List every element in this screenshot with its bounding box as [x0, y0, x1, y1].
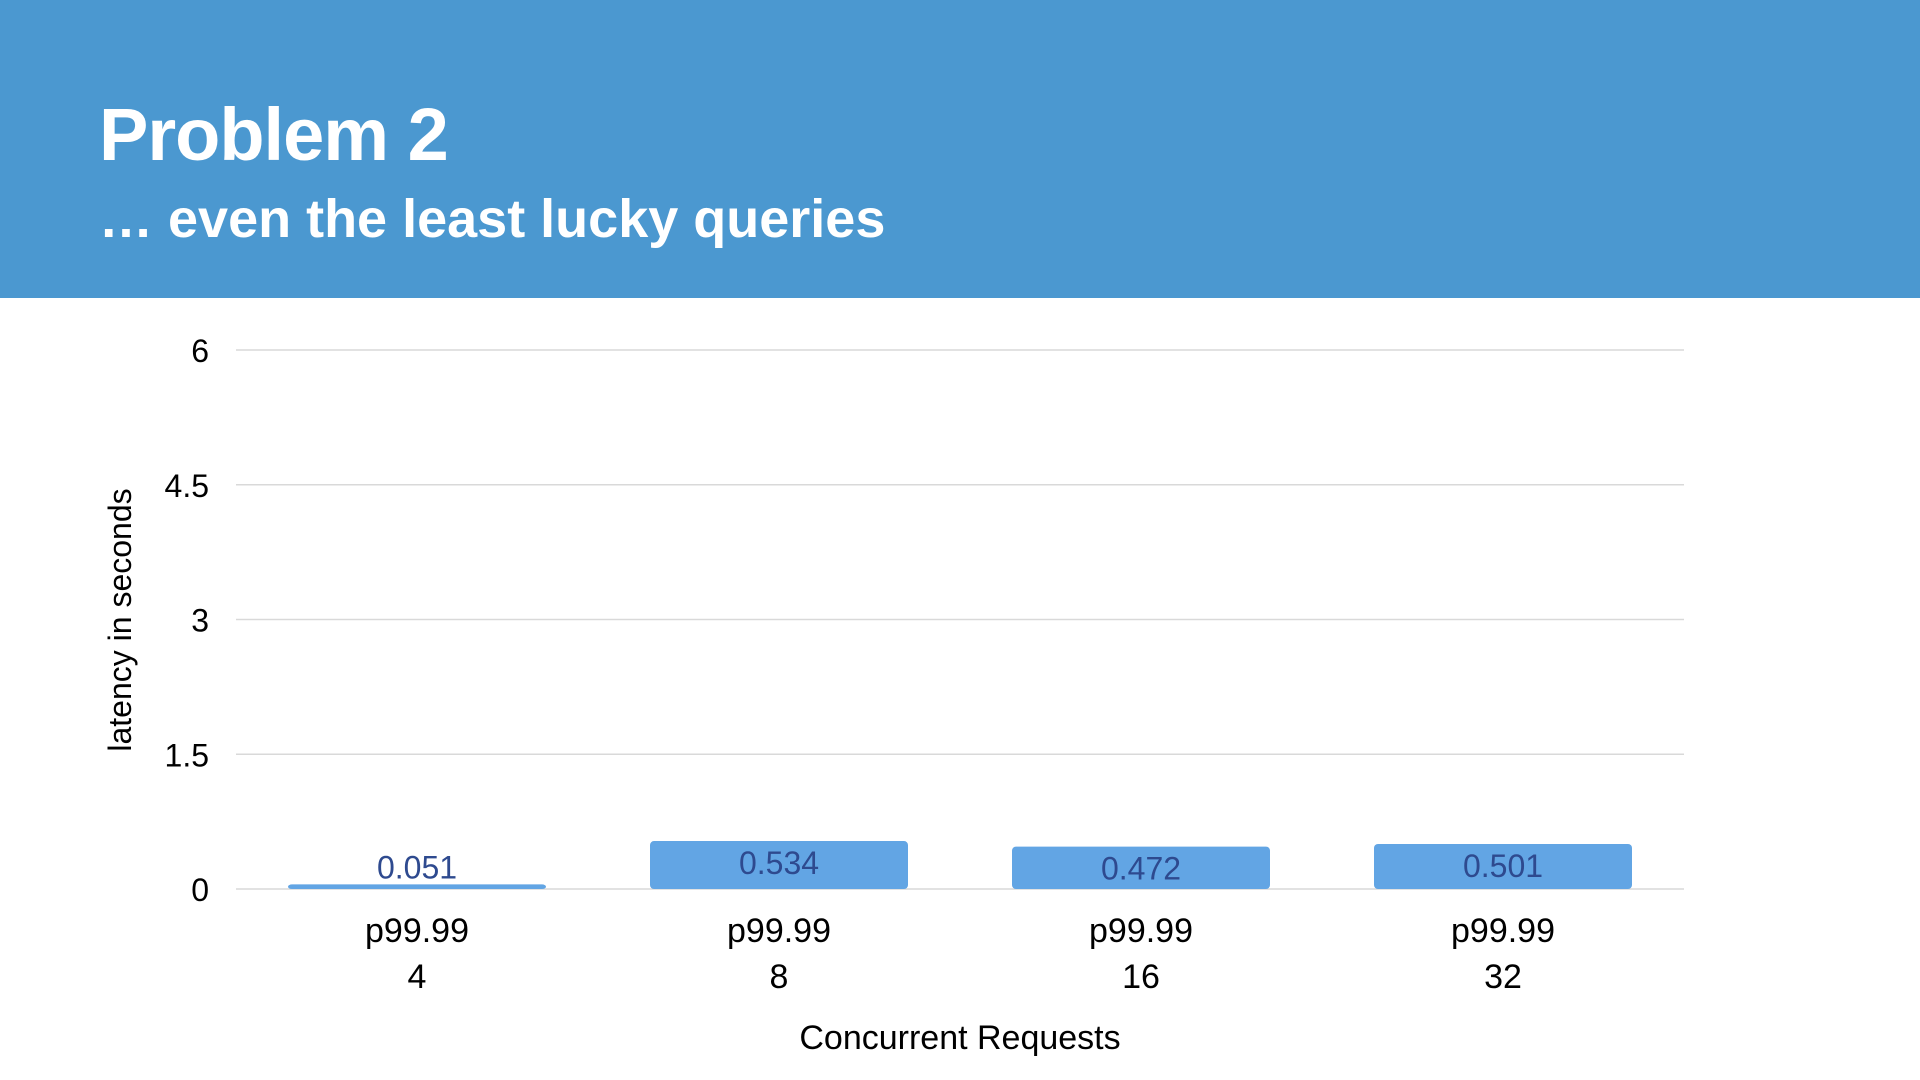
- y-tick-label: 4.5: [165, 468, 209, 504]
- x-tick-label-concurrency: 16: [1122, 958, 1160, 996]
- gridlines: [236, 349, 1684, 890]
- y-tick-label: 6: [191, 333, 209, 369]
- x-axis-label: Concurrent Requests: [799, 1019, 1120, 1057]
- bar-value-label: 0.534: [739, 845, 819, 881]
- bar-value-label: 0.472: [1101, 851, 1181, 887]
- y-tick-label: 0: [191, 872, 209, 908]
- x-tick-label-percentile: p99.99: [727, 912, 831, 950]
- y-axis-ticks: 0 1.5 3 4.5 6: [165, 333, 209, 908]
- bar-value-labels: 0.051 0.534 0.472 0.501: [377, 845, 1543, 887]
- x-tick-label-concurrency: 4: [408, 958, 427, 996]
- x-tick-label-percentile: p99.99: [365, 912, 469, 950]
- bars: [288, 841, 1632, 889]
- y-tick-label: 1.5: [165, 737, 209, 773]
- bar-value-label: 0.051: [377, 849, 457, 885]
- x-axis-ticks: p99.99 4 p99.99 8 p99.99 16 p99.99 32: [365, 912, 1555, 996]
- slide-title: Problem 2: [99, 93, 449, 176]
- x-tick-label-concurrency: 32: [1484, 958, 1522, 996]
- y-tick-label: 3: [191, 603, 209, 639]
- x-tick-label-percentile: p99.99: [1089, 912, 1193, 950]
- bar: [650, 841, 908, 889]
- bar: [288, 884, 546, 889]
- x-tick-label-concurrency: 8: [770, 958, 789, 996]
- bar-value-label: 0.501: [1463, 848, 1543, 884]
- bar: [1374, 843, 1632, 889]
- bar: [1012, 846, 1270, 889]
- slide-subtitle: … even the least lucky queries: [99, 189, 886, 249]
- y-axis-label: latency in seconds: [102, 488, 138, 751]
- x-tick-label-percentile: p99.99: [1451, 912, 1555, 950]
- slide-header: Problem 2 … even the least lucky queries: [0, 0, 1920, 298]
